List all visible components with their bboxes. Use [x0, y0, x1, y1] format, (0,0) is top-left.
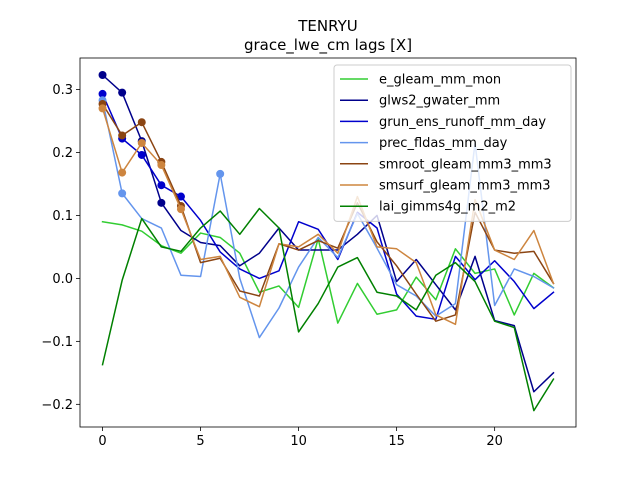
legend-label-lai_gimms4g_m2_m2: lai_gimms4g_m2_m2 [379, 200, 516, 215]
series-point-prec_fldas_mm_day-6 [216, 169, 225, 178]
series-line-e_gleam_mm_mon [101, 220, 555, 324]
chart-subtitle: grace_lwe_cm lags [X] [244, 36, 412, 55]
y-tick-label-5: 0.3 [52, 83, 73, 98]
legend-label-glws2_gwater_mm: glws2_gwater_mm [379, 94, 500, 109]
x-tick-label-10: 10 [290, 434, 307, 449]
series-point-smroot_gleam_mm3_mm3-1 [118, 131, 127, 140]
series-point-grun_ens_runoff_mm_day-4 [176, 192, 185, 201]
series-point-smsurf_gleam_mm3_mm3-2 [137, 139, 146, 148]
legend-label-smsurf_gleam_mm3_mm3: smsurf_gleam_mm3_mm3 [379, 179, 551, 194]
y-tick-label-1: −0.1 [41, 335, 73, 350]
series-point-smsurf_gleam_mm3_mm3-1 [118, 168, 127, 177]
series-point-smroot_gleam_mm3_mm3-2 [137, 118, 146, 127]
legend: e_gleam_mm_mon glws2_gwater_mm grun_ens_ru… [333, 64, 572, 222]
series-point-glws2_gwater_mm-0 [98, 71, 107, 80]
axes: 0 5 10 15 20 −0.2 −0.1 0.0 0.1 0.2 0.3 [41, 57, 577, 449]
series-point-grun_ens_runoff_mm_day-2 [137, 150, 146, 159]
legend-box [333, 64, 572, 222]
legend-label-e_gleam_mm_mon: e_gleam_mm_mon [379, 73, 501, 88]
series-line-glws2_gwater_mm [101, 73, 555, 393]
y-tick-label-4: 0.2 [52, 146, 73, 161]
axes-frame [79, 57, 577, 428]
legend-label-grun_ens_runoff_mm_day: grun_ens_runoff_mm_day [379, 115, 546, 130]
x-tick-label-5: 5 [196, 434, 204, 449]
series-point-glws2_gwater_mm-1 [118, 88, 127, 97]
y-tick-label-3: 0.1 [52, 209, 73, 224]
y-tick-label-0: −0.2 [41, 398, 73, 413]
x-tick-label-15: 15 [388, 434, 405, 449]
legend-label-smroot_gleam_mm3_mm3: smroot_gleam_mm3_mm3 [379, 157, 552, 172]
series-point-grun_ens_runoff_mm_day-3 [157, 181, 166, 190]
chart-title: TENRYU [297, 17, 357, 35]
series-point-glws2_gwater_mm-3 [157, 198, 166, 207]
legend-label-prec_fldas_mm_day: prec_fldas_mm_day [379, 136, 508, 151]
series-point-smsurf_gleam_mm3_mm3-4 [176, 205, 185, 214]
series-point-smsurf_gleam_mm3_mm3-0 [98, 104, 107, 113]
y-tick-label-2: 0.0 [52, 272, 73, 287]
x-tick-label-20: 20 [486, 434, 503, 449]
series-point-smsurf_gleam_mm3_mm3-3 [157, 161, 166, 170]
series-line-lai_gimms4g_m2_m2 [101, 207, 555, 412]
series-point-prec_fldas_mm_day-1 [118, 189, 127, 198]
series-point-grun_ens_runoff_mm_day-0 [98, 89, 107, 98]
x-tick-label-0: 0 [98, 434, 106, 449]
